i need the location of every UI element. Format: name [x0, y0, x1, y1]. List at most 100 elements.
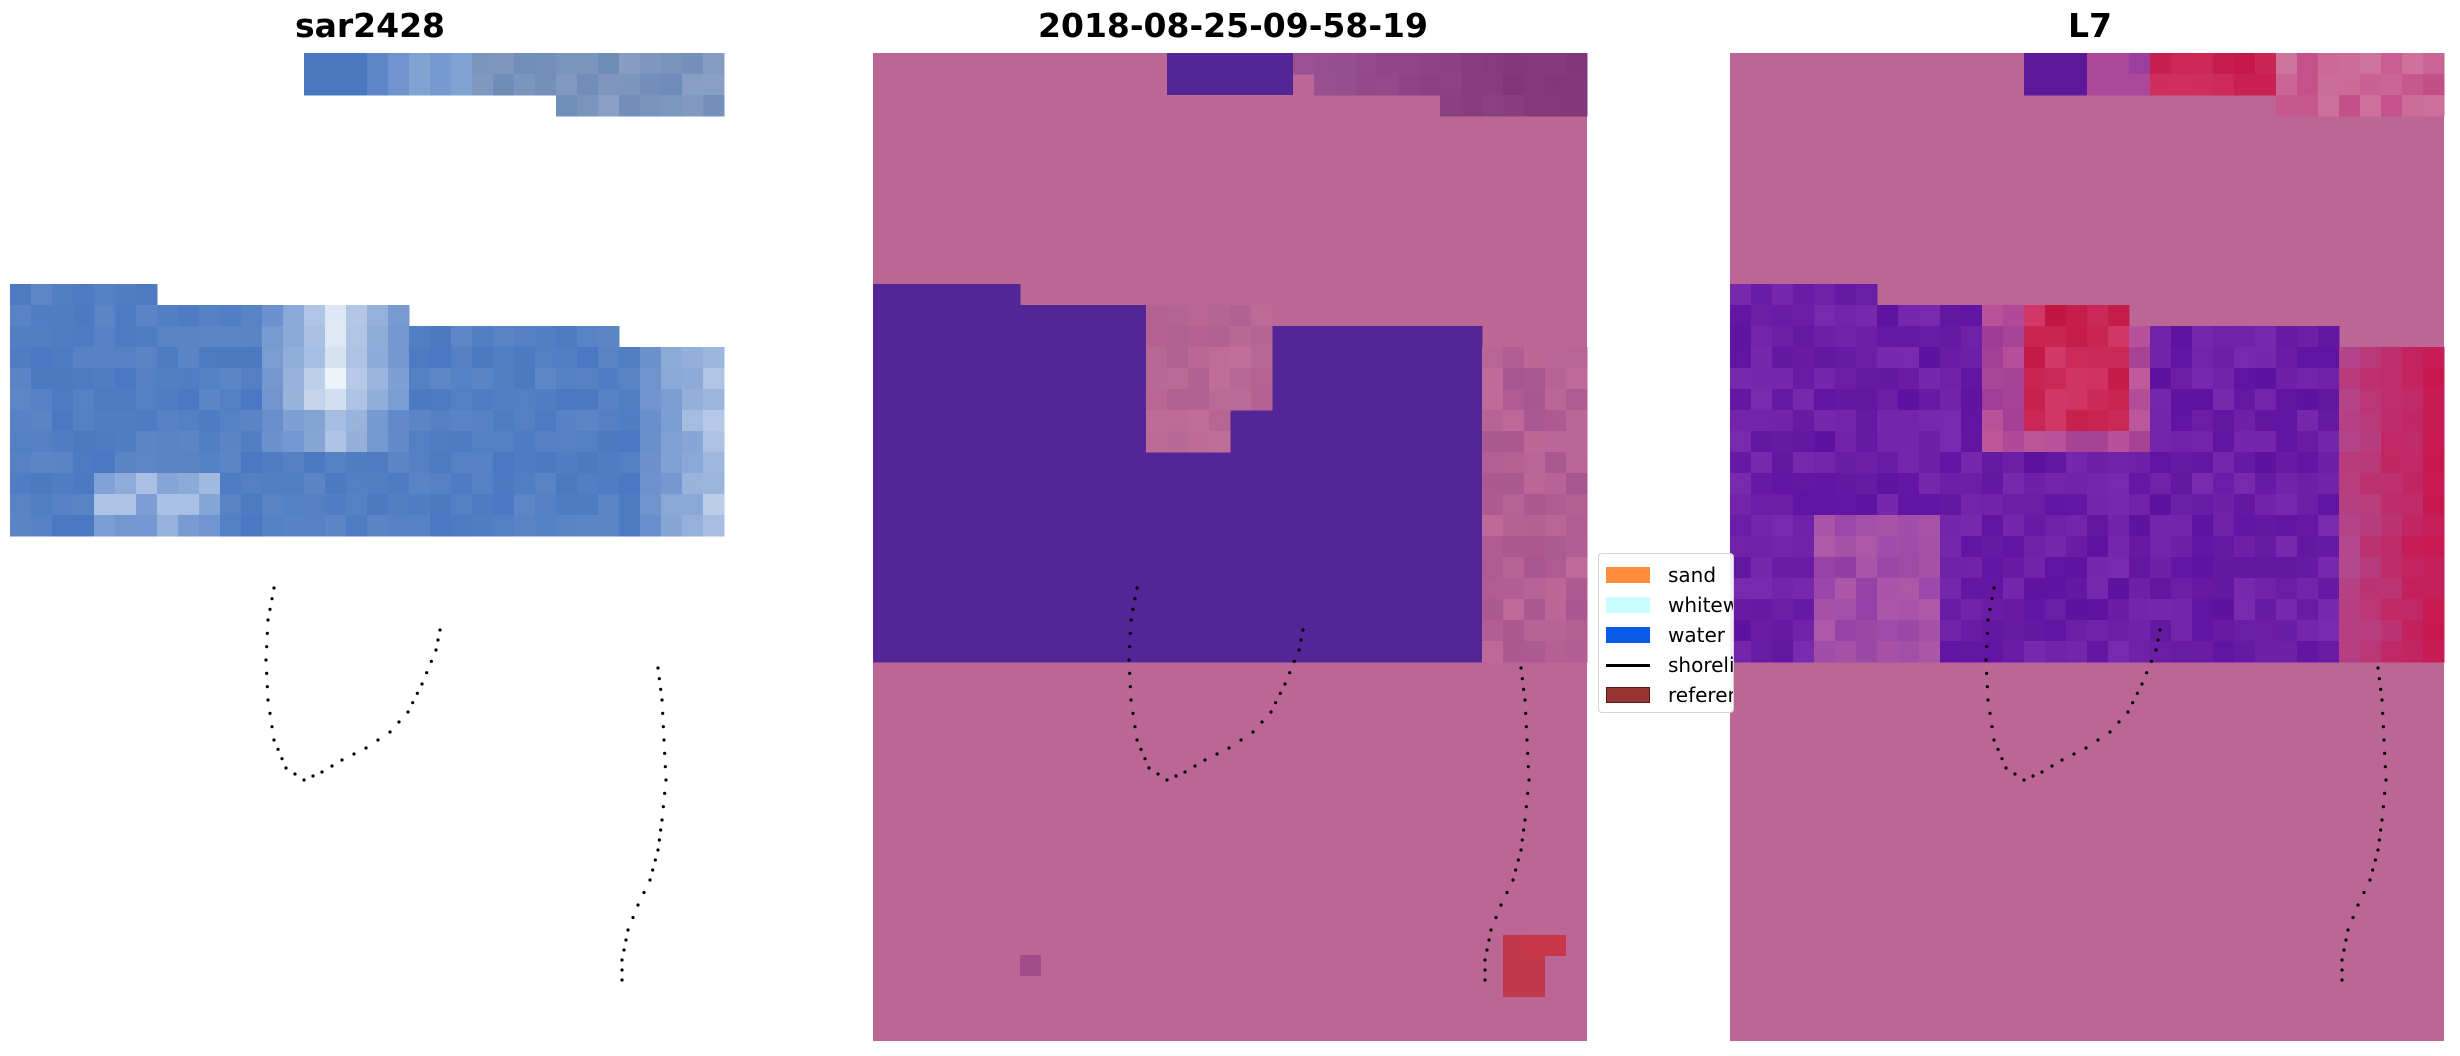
shoreline-point — [1988, 711, 1992, 715]
shoreline-point — [2022, 778, 2026, 782]
raster-cell — [2276, 536, 2298, 558]
raster-cell — [1835, 473, 1857, 495]
raster-cell — [1020, 305, 1042, 327]
raster-cell — [430, 410, 452, 432]
raster-cell — [915, 599, 937, 621]
raster-cell — [2234, 389, 2256, 411]
raster-cell — [1730, 515, 1752, 537]
raster-cell — [2360, 368, 2382, 390]
raster-cell — [1982, 515, 2004, 537]
raster-cell — [367, 494, 389, 516]
raster-cell — [493, 389, 515, 411]
raster-cell — [1524, 95, 1546, 117]
raster-cell — [73, 473, 95, 495]
raster-cell — [1877, 431, 1899, 453]
raster-cell — [978, 620, 1000, 642]
raster-cell — [1230, 536, 1252, 558]
raster-cell — [619, 53, 641, 75]
raster-cell — [1062, 368, 1084, 390]
raster-cell — [1356, 326, 1378, 348]
raster-cell — [598, 452, 620, 474]
raster-cell — [2381, 431, 2403, 453]
raster-cell — [2276, 494, 2298, 516]
raster-cell — [2024, 410, 2046, 432]
raster-cell — [2318, 515, 2340, 537]
raster-cell — [1209, 473, 1231, 495]
shoreline-point — [1520, 677, 1524, 681]
raster-cell — [577, 452, 599, 474]
shoreline-point — [2377, 677, 2381, 681]
raster-cell — [94, 515, 116, 537]
shoreline-point — [659, 687, 663, 691]
raster-cell — [2150, 599, 2172, 621]
raster-cell — [1503, 347, 1525, 369]
raster-cell — [157, 368, 179, 390]
shoreline-point — [1526, 791, 1530, 795]
raster-cell — [1083, 599, 1105, 621]
raster-cell — [115, 452, 137, 474]
raster-cell — [1940, 536, 1962, 558]
raster-cell — [2192, 599, 2214, 621]
raster-cell — [640, 389, 662, 411]
raster-cell — [640, 410, 662, 432]
raster-cell — [31, 410, 53, 432]
raster-cell — [1751, 389, 1773, 411]
raster-cell — [2213, 620, 2235, 642]
raster-cell — [1730, 641, 1752, 663]
raster-cell — [2360, 347, 2382, 369]
raster-cell — [409, 494, 431, 516]
raster-cell — [999, 326, 1021, 348]
raster-cell — [2129, 368, 2151, 390]
shoreline-point — [397, 720, 401, 724]
raster-cell — [346, 74, 368, 96]
shoreline-point — [1984, 658, 1988, 662]
shoreline-point — [2084, 746, 2088, 750]
raster-cell — [535, 431, 557, 453]
raster-cell — [1566, 389, 1588, 411]
raster-cell — [1104, 389, 1126, 411]
raster-cell — [1545, 410, 1567, 432]
raster-cell — [1146, 431, 1168, 453]
shoreline-point — [622, 948, 626, 952]
raster-cell — [535, 326, 557, 348]
raster-cell — [1125, 410, 1147, 432]
raster-cell — [577, 347, 599, 369]
raster-cell — [2171, 515, 2193, 537]
raster-cell — [1146, 305, 1168, 327]
raster-cell — [1730, 410, 1752, 432]
raster-cell — [873, 599, 895, 621]
raster-cell — [367, 515, 389, 537]
raster-cell — [2108, 536, 2130, 558]
raster-cell — [1209, 599, 1231, 621]
shoreline-point — [620, 958, 624, 962]
raster-cell — [1230, 620, 1252, 642]
raster-cell — [1524, 641, 1546, 663]
raster-cell — [2213, 326, 2235, 348]
raster-cell — [1961, 410, 1983, 432]
raster-cell — [178, 347, 200, 369]
raster-cell — [873, 578, 895, 600]
raster-cell — [10, 305, 32, 327]
raster-cell — [2297, 620, 2319, 642]
raster-cell — [2003, 536, 2025, 558]
raster-cell — [283, 473, 305, 495]
raster-cell — [598, 389, 620, 411]
raster-cell — [2234, 599, 2256, 621]
raster-cell — [1440, 347, 1462, 369]
raster-cell — [2003, 620, 2025, 642]
raster-cell — [1566, 515, 1588, 537]
raster-cell — [1356, 515, 1378, 537]
raster-cell — [2108, 347, 2130, 369]
raster-cell — [1856, 494, 1878, 516]
raster-cell — [1230, 389, 1252, 411]
raster-cell — [1835, 431, 1857, 453]
raster-cell — [1793, 578, 1815, 600]
raster-cell — [1083, 473, 1105, 495]
raster-cell — [577, 53, 599, 75]
raster-cell — [493, 410, 515, 432]
raster-cell — [1230, 515, 1252, 537]
raster-cell — [2171, 53, 2193, 75]
raster-cell — [619, 368, 641, 390]
raster-cell — [1335, 452, 1357, 474]
raster-cell — [2192, 410, 2214, 432]
